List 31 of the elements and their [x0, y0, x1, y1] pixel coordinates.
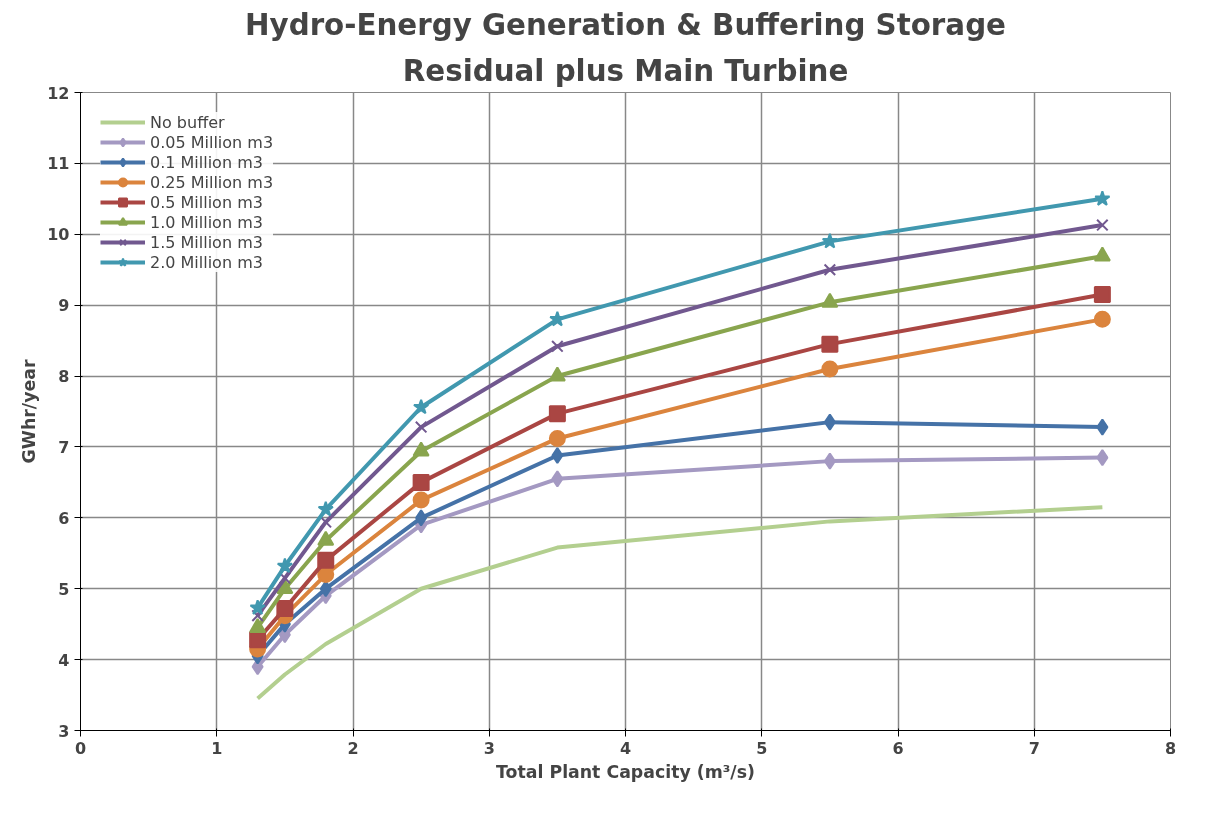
- x-tick-label: 0: [74, 738, 87, 758]
- y-tick-label: 3: [58, 721, 70, 741]
- chart-subtitle: Residual plus Main Turbine: [402, 53, 849, 88]
- x-axis-title: Total Plant Capacity (m³/s): [496, 761, 755, 782]
- y-tick-label: 8: [58, 367, 70, 387]
- y-tick-label: 12: [47, 83, 70, 103]
- x-tick-label: 2: [347, 738, 359, 758]
- x-tick-label: 1: [211, 738, 223, 758]
- legend-label: 1.5 Million m3: [150, 232, 263, 252]
- y-tick-label: 7: [58, 437, 70, 457]
- x-tick-label: 6: [892, 738, 904, 758]
- legend-label: 0.5 Million m3: [150, 192, 263, 212]
- x-tick-label: 8: [1164, 738, 1177, 758]
- x-tick-label: 5: [756, 738, 768, 758]
- legend-label: 2.0 Million m3: [150, 252, 263, 272]
- y-tick-label: 9: [58, 296, 70, 316]
- legend-label: No buffer: [150, 112, 225, 132]
- x-tick-label: 7: [1028, 738, 1040, 758]
- legend-label: 0.25 Million m3: [150, 172, 274, 192]
- y-tick-label: 4: [58, 650, 70, 670]
- y-tick-label: 5: [58, 579, 70, 599]
- legend-label: 0.1 Million m3: [150, 152, 263, 172]
- y-tick-label: 10: [47, 225, 70, 245]
- legend-label: 1.0 Million m3: [150, 212, 263, 232]
- y-tick-label: 6: [58, 508, 70, 528]
- chart-title: Hydro-Energy Generation & Buffering Storage: [244, 7, 1007, 42]
- y-axis-title: GWhr/year: [19, 359, 40, 464]
- y-tick-label: 11: [47, 154, 70, 174]
- x-tick-label: 4: [619, 738, 632, 758]
- legend-label: 0.05 Million m3: [150, 132, 274, 152]
- x-tick-label: 3: [483, 738, 495, 758]
